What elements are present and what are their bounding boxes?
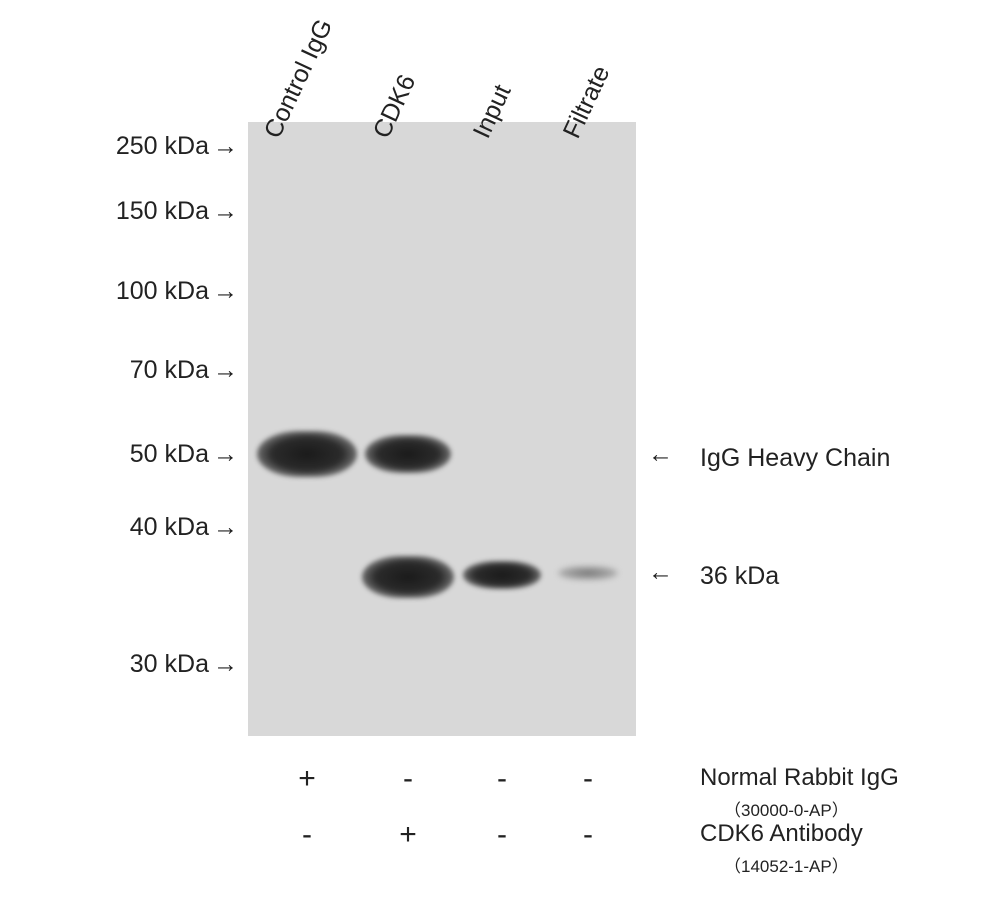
arrow-right-icon: → (213, 277, 238, 306)
mw-marker-text: 50 kDa (130, 440, 209, 468)
condition-cell: - (482, 818, 522, 852)
condition-row-label: Normal Rabbit IgG (700, 764, 899, 792)
mw-marker-label: 30 kDa→ (130, 650, 238, 679)
blot-band (362, 556, 454, 598)
annotation-label: IgG Heavy Chain (700, 444, 890, 473)
arrow-right-icon: → (213, 132, 238, 161)
condition-cell: - (388, 762, 428, 796)
condition-cell: - (568, 762, 608, 796)
blot-band (365, 435, 451, 473)
condition-cell: - (287, 818, 327, 852)
blot-membrane (248, 122, 636, 736)
blot-band (558, 566, 618, 580)
arrow-left-icon: ← (648, 440, 673, 469)
condition-cell: - (568, 818, 608, 852)
condition-row-sublabel: （14052-1-AP） (724, 852, 849, 877)
mw-marker-label: 100 kDa→ (116, 277, 238, 306)
arrow-right-icon: → (213, 197, 238, 226)
condition-row-label: CDK6 Antibody (700, 820, 863, 848)
arrow-right-icon: → (213, 356, 238, 385)
arrow-left-icon: ← (648, 558, 673, 587)
arrow-right-icon: → (213, 513, 238, 542)
mw-marker-text: 30 kDa (130, 650, 209, 678)
condition-cell: - (482, 762, 522, 796)
mw-marker-label: 50 kDa→ (130, 440, 238, 469)
western-blot-figure: WWW.PTGLAB.COM Control IgGCDK6InputFiltr… (0, 0, 1000, 903)
condition-cell: + (287, 762, 327, 796)
blot-band (463, 561, 541, 589)
mw-marker-text: 70 kDa (130, 356, 209, 384)
mw-marker-text: 40 kDa (130, 513, 209, 541)
mw-marker-text: 150 kDa (116, 197, 209, 225)
mw-marker-label: 40 kDa→ (130, 513, 238, 542)
arrow-right-icon: → (213, 440, 238, 469)
mw-marker-label: 250 kDa→ (116, 132, 238, 161)
mw-marker-text: 250 kDa (116, 132, 209, 160)
mw-marker-label: 150 kDa→ (116, 197, 238, 226)
annotation-label: 36 kDa (700, 562, 779, 591)
blot-band (257, 431, 357, 477)
mw-marker-text: 100 kDa (116, 277, 209, 305)
condition-cell: + (388, 818, 428, 852)
arrow-right-icon: → (213, 650, 238, 679)
condition-row-sublabel: （30000-0-AP） (724, 796, 849, 821)
mw-marker-label: 70 kDa→ (130, 356, 238, 385)
